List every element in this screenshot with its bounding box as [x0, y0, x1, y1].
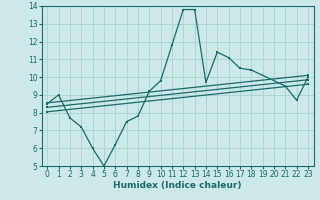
X-axis label: Humidex (Indice chaleur): Humidex (Indice chaleur) [113, 181, 242, 190]
